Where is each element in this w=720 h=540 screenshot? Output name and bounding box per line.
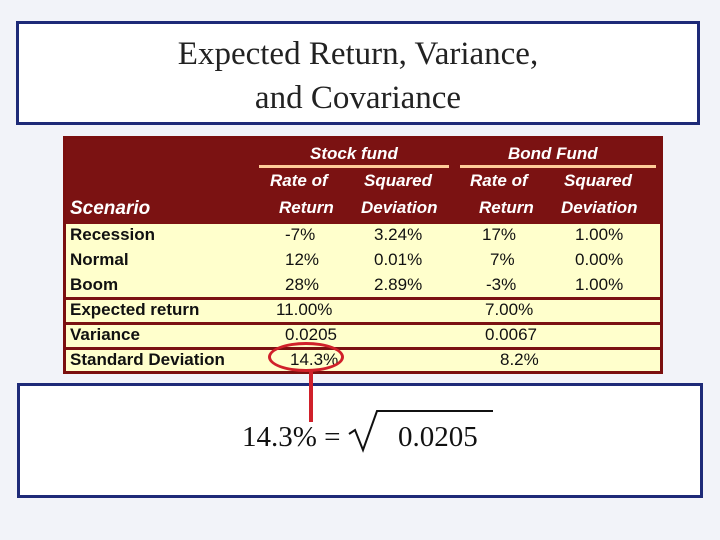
- header-stock-fund: Stock fund: [310, 144, 398, 163]
- bond-value: 8.2%: [500, 350, 539, 369]
- table-row: Normal 12% 0.01% 7% 0.00%: [66, 248, 660, 273]
- scenario-table: Stock fund Bond Fund Rate of Squared Rat…: [63, 136, 663, 374]
- title-line-1: Expected Return, Variance,: [177, 36, 539, 72]
- row-divider: [66, 347, 660, 350]
- header-stock-squared: Squared: [364, 171, 433, 190]
- table-row: Boom 28% 2.89% -3% 1.00%: [66, 273, 660, 300]
- square-root-icon: [348, 410, 493, 453]
- header-stock-return: Return: [279, 198, 334, 217]
- bond-rate: 7%: [490, 250, 515, 269]
- header-bond-deviation: Deviation: [561, 198, 638, 217]
- formula-box: 14.3% = 0.0205: [17, 383, 703, 498]
- stock-value: 0.0205: [285, 325, 337, 344]
- header-bond-fund: Bond Fund: [508, 144, 598, 163]
- header-stock-deviation: Deviation: [361, 198, 438, 217]
- header-bond-squared: Squared: [564, 171, 633, 190]
- header-bond-rate-of: Rate of: [470, 171, 528, 190]
- bond-value: 0.0067: [485, 325, 537, 344]
- bond-squared-dev: 1.00%: [575, 225, 624, 244]
- bond-value: 7.00%: [485, 300, 534, 319]
- row-label: Boom: [70, 275, 119, 294]
- bond-squared-dev: 1.00%: [575, 275, 624, 294]
- table-row: Recession -7% 3.24% 17% 1.00%: [66, 223, 660, 248]
- stock-rate: 12%: [285, 250, 320, 269]
- summary-row: Expected return 11.00% 7.00%: [66, 298, 660, 325]
- row-divider: [66, 322, 660, 325]
- header-scenario: Scenario: [70, 198, 151, 219]
- bond-rate: 17%: [482, 225, 517, 244]
- row-label: Normal: [70, 250, 129, 269]
- stock-squared-dev: 3.24%: [374, 225, 423, 244]
- title-line-2: and Covariance: [254, 80, 462, 116]
- bond-fund-rule: [460, 165, 656, 168]
- stock-rate: 28%: [285, 275, 320, 294]
- summary-row: Standard Deviation 14.3% 8.2%: [66, 348, 660, 373]
- stock-value: 11.00%: [276, 300, 333, 319]
- header-stock-rate-of: Rate of: [270, 171, 328, 190]
- stock-squared-dev: 2.89%: [374, 275, 423, 294]
- summary-label: Expected return: [70, 300, 200, 319]
- formula-lhs: 14.3% =: [242, 421, 341, 453]
- bond-rate: -3%: [486, 275, 517, 294]
- highlight-ellipse: [268, 342, 344, 372]
- stock-rate: -7%: [285, 225, 316, 244]
- summary-label: Variance: [70, 325, 140, 344]
- title-box: Expected Return, Variance, and Covarianc…: [16, 21, 700, 125]
- stock-squared-dev: 0.01%: [374, 250, 423, 269]
- bond-squared-dev: 0.00%: [575, 250, 624, 269]
- summary-row: Variance 0.0205 0.0067: [66, 323, 660, 350]
- connector-line: [309, 370, 313, 422]
- table-header: Stock fund Bond Fund Rate of Squared Rat…: [66, 139, 660, 224]
- row-label: Recession: [70, 225, 156, 244]
- stock-fund-rule: [259, 165, 449, 168]
- formula-radicand: 0.0205: [398, 421, 478, 453]
- summary-label: Standard Deviation: [70, 350, 225, 369]
- header-bond-return: Return: [479, 198, 534, 217]
- row-divider: [66, 297, 660, 300]
